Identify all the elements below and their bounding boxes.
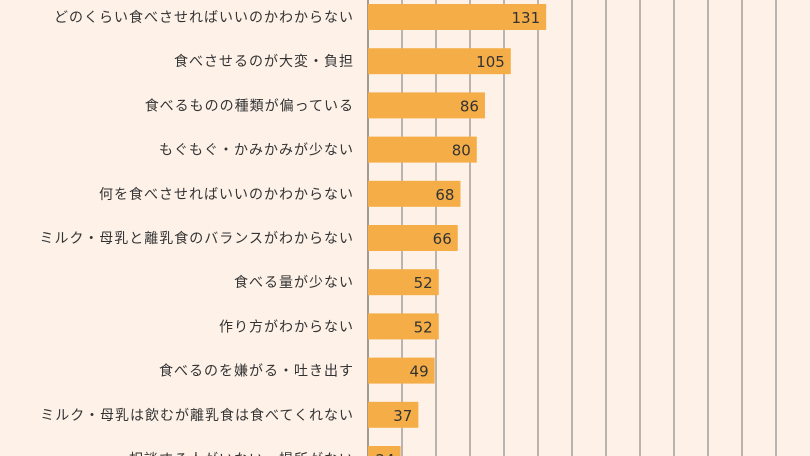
value-label: 68 — [435, 186, 454, 204]
value-label: 86 — [460, 97, 479, 115]
category-label: 食べる量が少ない — [234, 274, 354, 291]
bar — [368, 225, 458, 251]
bar — [368, 313, 439, 340]
bar — [368, 180, 461, 207]
category-label: ミルク・母乳と離乳食のバランスがわからない — [40, 230, 354, 247]
bar — [368, 401, 419, 428]
bar — [368, 92, 485, 119]
value-label: 52 — [414, 274, 433, 292]
category-label: 作り方がわからない — [219, 319, 354, 335]
value-label: 24 — [376, 451, 395, 456]
value-label: 52 — [414, 318, 433, 336]
gridlines — [367, 0, 777, 456]
value-label: 66 — [433, 230, 452, 248]
bar — [368, 4, 547, 30]
bar — [368, 136, 477, 163]
category-label: もぐもぐ・かみかみが少ない — [159, 143, 354, 159]
value-label: 37 — [393, 407, 412, 425]
category-label: 相談する人がいない・場所がない — [129, 452, 354, 456]
category-label: 食べさせるのが大変・負担 — [174, 53, 354, 70]
bar — [368, 357, 435, 384]
category-label: どのくらい食べさせればいいのかわからない — [54, 9, 354, 26]
value-label: 49 — [410, 363, 429, 381]
bars — [368, 4, 547, 456]
category-labels: どのくらい食べさせればいいのかわからない食べさせるのが大変・負担食べるものの種類… — [40, 9, 354, 456]
category-label: 食べるのを嫌がる・吐き出す — [159, 363, 354, 380]
value-label: 105 — [476, 53, 505, 71]
category-label: 食べるものの種類が偏っている — [145, 97, 354, 114]
value-labels: 131 105 86 80 68 66 52 52 49 37 24 — [376, 9, 541, 456]
value-label: 80 — [452, 142, 471, 160]
category-label: ミルク・母乳は飲むが離乳食は食べてくれない — [40, 407, 354, 424]
bar — [368, 48, 511, 75]
category-label: 何を食べさせればいいのかわからない — [99, 186, 354, 203]
value-label: 131 — [512, 9, 541, 27]
bar — [368, 269, 439, 296]
bar — [368, 446, 401, 456]
